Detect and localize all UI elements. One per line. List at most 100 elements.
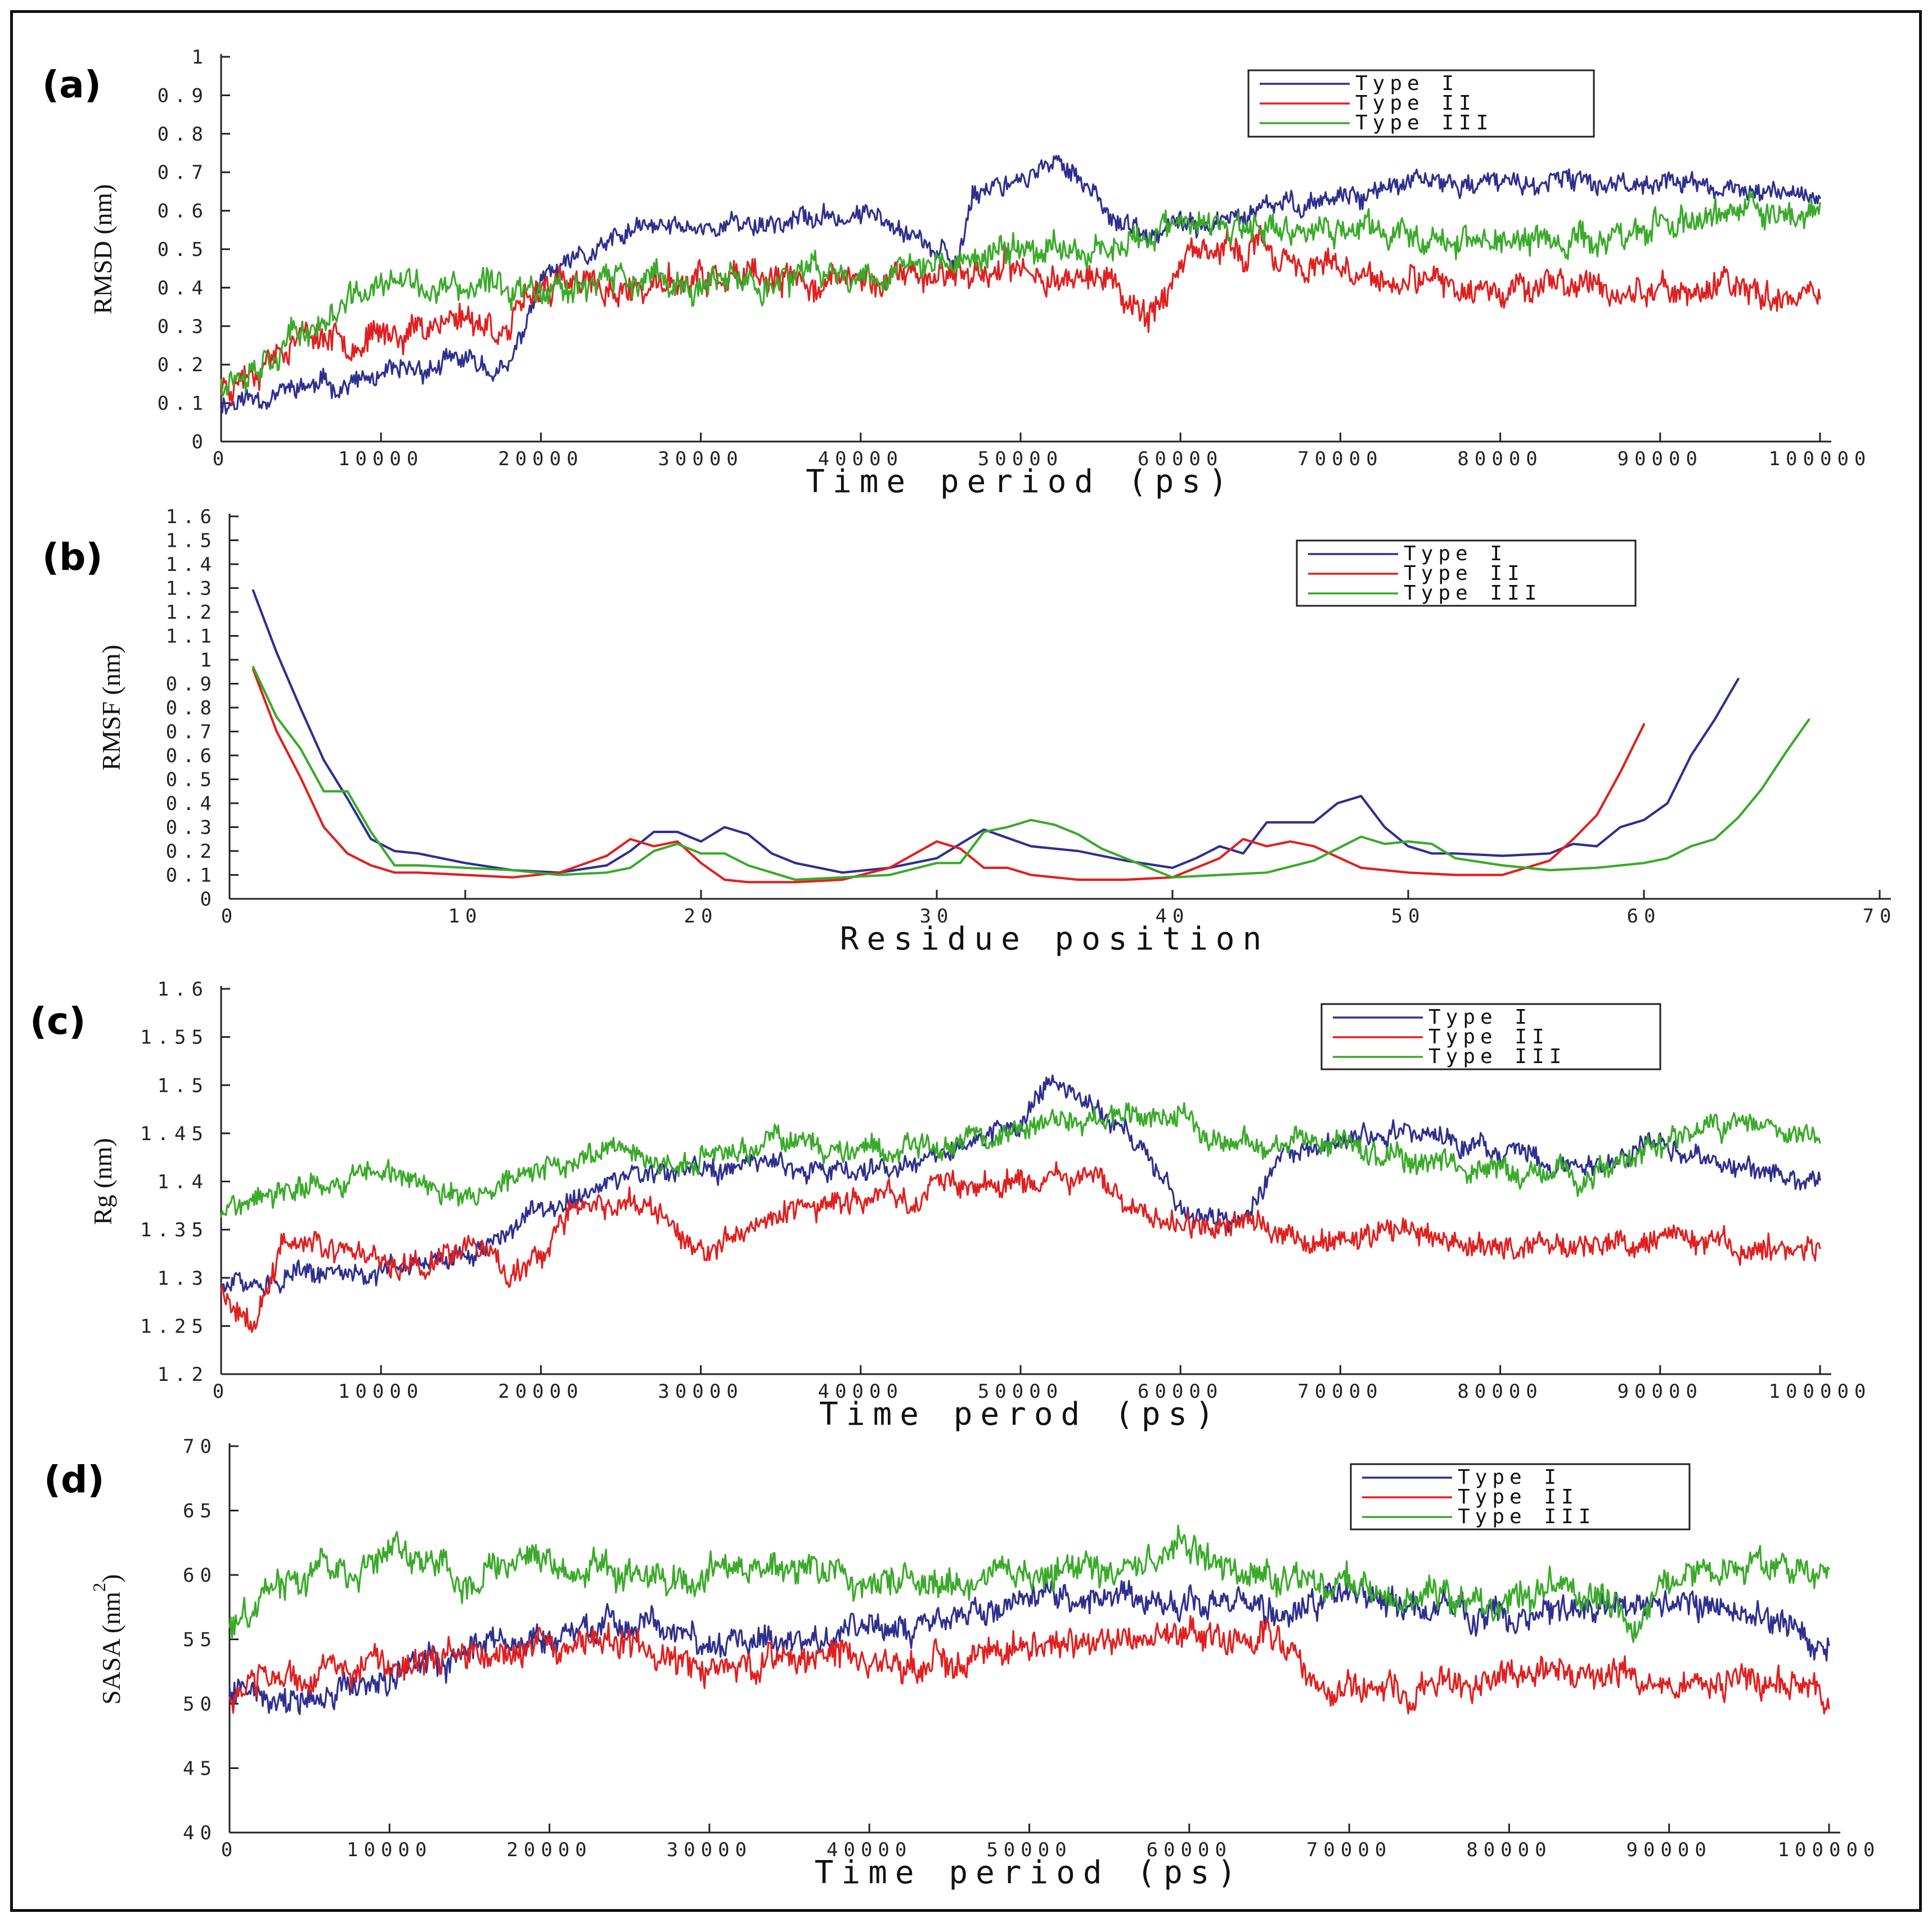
panel-label: (c)	[30, 1000, 86, 1043]
x-tick-label: 60000	[1147, 1839, 1232, 1861]
y-tick-label: 65	[183, 1500, 217, 1523]
legend-label: Type II	[1355, 92, 1476, 115]
x-tick-label: 20	[684, 905, 718, 928]
y-axis-title: Rg (nm)	[88, 1138, 117, 1225]
y-tick-label: 0.8	[166, 697, 217, 719]
y-tick-label: 1.4	[158, 1171, 209, 1194]
y-tick-label: 1.2	[158, 1363, 209, 1386]
x-tick-label: 30000	[658, 1380, 743, 1403]
legend-label: Type I	[1355, 72, 1459, 95]
y-tick-label: 45	[183, 1758, 217, 1780]
x-tick-label: 10	[448, 905, 483, 928]
x-tick-label: 80000	[1457, 448, 1543, 470]
y-tick-label: 1.2	[166, 601, 217, 624]
figure-frame: (a) 0 0.1 0.2 0.3 0.4 0.5 0.6 0.7 0.8 0.9 1 0 10000 20…	[10, 10, 1922, 1912]
series-line-type3	[251, 665, 1810, 881]
x-tick-label: 20000	[498, 1380, 583, 1403]
x-tick-label: 60000	[1138, 448, 1223, 470]
x-tick-label: 70	[1863, 905, 1897, 928]
y-tick-label: 0.7	[158, 161, 209, 184]
y-tick-label: 1.55	[140, 1027, 209, 1049]
chart-panel-b: (b)00.10.20.30.40.50.60.70.80.911.11.21.…	[42, 506, 1897, 957]
x-tick-label: 20000	[498, 448, 583, 470]
y-tick-label: 0.4	[158, 277, 209, 299]
panel-label: (b)	[42, 535, 103, 579]
x-tick-label: 70000	[1297, 1380, 1383, 1403]
y-tick-label: 0.6	[166, 745, 217, 767]
series-line-type3	[220, 190, 1821, 397]
x-axis-title: Time period (ps)	[806, 463, 1235, 500]
x-tick-label: 40000	[818, 1380, 904, 1403]
legend-label: Type II	[1428, 1025, 1549, 1048]
chart-panel-c: (c) 1.2 1.25 1.3 1.35 1.4 1.45 1.5 1.55 1.6 0 10000…	[30, 978, 1866, 1433]
legend-label: Type II	[1404, 562, 1525, 585]
x-tick-label: 80000	[1457, 1380, 1543, 1403]
x-tick-label: 50	[1391, 905, 1426, 928]
legend-label: Type I	[1404, 542, 1507, 565]
y-tick-label: 0.9	[166, 673, 217, 696]
y-axis-title-text: Rg (nm)	[88, 1138, 117, 1225]
y-axis-title-close: )	[97, 1574, 125, 1583]
chart-panel-a: (a) 0 0.1 0.2 0.3 0.4 0.5 0.6 0.7 0.8 0.9 1 0 10000 20…	[42, 46, 1866, 500]
series-line-type1	[251, 589, 1740, 874]
x-tick-label: 0	[213, 448, 230, 470]
y-tick-label: 70	[183, 1435, 217, 1458]
y-tick-label: 0.4	[166, 793, 217, 815]
legend-label: Type I	[1458, 1466, 1561, 1489]
series-line-type1	[220, 1074, 1821, 1295]
y-tick-label: 0.7	[166, 721, 217, 744]
y-tick-label: 60	[183, 1564, 217, 1587]
legend-label: Type III	[1404, 582, 1542, 605]
x-tick-label: 30	[920, 905, 954, 928]
y-axis-title-superscript: 2	[89, 1583, 109, 1592]
series-line-type2	[220, 1161, 1821, 1333]
y-tick-label: 0.3	[158, 316, 209, 338]
panel-label: (d)	[44, 1458, 105, 1501]
y-tick-label: 0.5	[158, 238, 209, 261]
x-tick-label: 0	[221, 905, 238, 928]
x-tick-label: 60000	[1138, 1380, 1223, 1403]
x-tick-label: 70000	[1297, 448, 1383, 470]
y-tick-label: 55	[183, 1629, 217, 1651]
x-tick-label: 90000	[1618, 1380, 1703, 1403]
x-axis-title: Time perod (ps)	[819, 1396, 1222, 1433]
x-axis-title: Residue position	[840, 921, 1269, 957]
y-tick-label: 0.1	[166, 865, 217, 887]
y-tick-label: 0.1	[158, 393, 209, 415]
y-axis-title: RMSF (nm)	[97, 645, 125, 771]
series-line-type3	[228, 1524, 1830, 1644]
legend-label: Type III	[1458, 1505, 1596, 1528]
panel-label: (a)	[42, 63, 101, 106]
legend-label: Type III	[1355, 111, 1493, 134]
x-tick-label: 0	[213, 1380, 230, 1403]
x-tick-label: 100000	[1778, 1839, 1881, 1861]
y-tick-label: 1.5	[158, 1074, 209, 1097]
y-tick-label: 1	[200, 649, 217, 672]
y-tick-label: 1	[192, 46, 209, 69]
y-tick-label: 1.45	[140, 1123, 209, 1145]
y-tick-label: 0.2	[158, 354, 209, 376]
y-tick-label: 1.5	[166, 530, 217, 552]
y-tick-label: 0.3	[166, 817, 217, 839]
y-tick-label: 0.2	[166, 840, 217, 863]
x-tick-label: 30000	[658, 448, 743, 470]
x-tick-label: 50000	[986, 1839, 1072, 1861]
y-tick-label: 1.1	[166, 625, 217, 648]
legend-label: Type III	[1428, 1045, 1566, 1068]
x-tick-label: 30000	[667, 1839, 752, 1861]
x-tick-label: 50000	[978, 448, 1063, 470]
y-tick-label: 1.4	[166, 553, 217, 576]
series-line-type1	[228, 1577, 1830, 1716]
x-tick-label: 90000	[1627, 1839, 1712, 1861]
x-tick-label: 60	[1627, 905, 1661, 928]
x-tick-label: 80000	[1466, 1839, 1552, 1861]
series-line-type2	[220, 224, 1821, 406]
y-tick-label: 50	[183, 1693, 217, 1716]
x-tick-label: 70000	[1306, 1839, 1392, 1861]
x-tick-label: 50000	[978, 1380, 1063, 1403]
y-axis-title-text: RMSF (nm)	[97, 645, 125, 771]
y-tick-label: 0.8	[158, 123, 209, 146]
